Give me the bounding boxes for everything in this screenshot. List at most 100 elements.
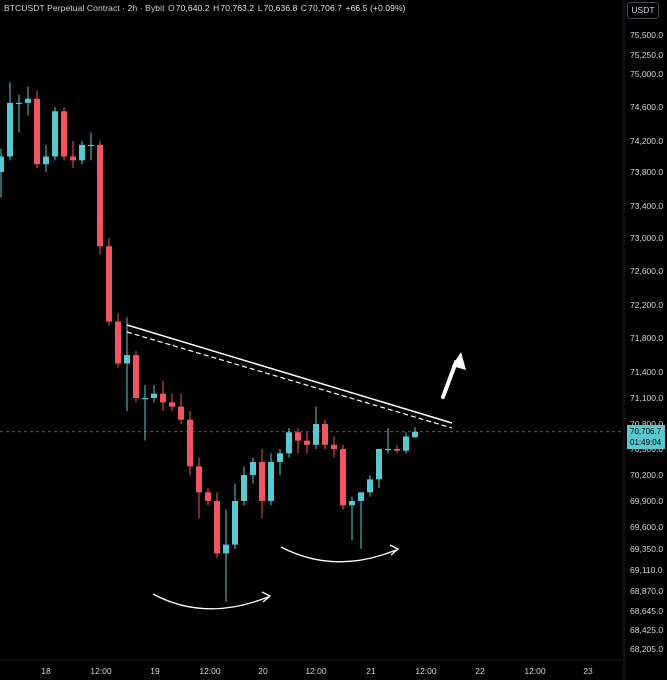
candle-body [358, 492, 364, 501]
candle-body [7, 102, 13, 157]
candle [70, 141, 76, 169]
candle [250, 457, 256, 484]
candle-body [0, 156, 4, 172]
time-tick-label: 23 [583, 666, 593, 676]
candle [133, 350, 139, 403]
candle-body [250, 462, 256, 475]
candle [169, 393, 175, 411]
candle-body [160, 393, 166, 403]
low-value: 70,636.8 [263, 3, 298, 13]
price-tick-label: 73,400.0 [630, 201, 663, 211]
candle-body [277, 453, 283, 462]
candle-body [214, 501, 220, 554]
candle [268, 453, 274, 506]
candles [0, 82, 418, 602]
curve-arrow-left-icon [152, 593, 269, 610]
candle-body [88, 144, 94, 147]
high-value: 70,763.2 [220, 3, 255, 13]
candle [7, 82, 13, 161]
candle [0, 148, 4, 198]
price-tick-label: 70,800.0 [630, 419, 663, 429]
curve-arrowhead-right [389, 544, 400, 556]
annotations [126, 324, 466, 610]
candle-body [259, 462, 265, 501]
close-label: C [300, 3, 308, 13]
price-tick-label: 74,200.0 [630, 136, 663, 146]
candle-body [304, 440, 310, 445]
candle-body [268, 462, 274, 501]
candle-body [187, 419, 193, 467]
candle [394, 444, 400, 454]
candle [79, 141, 85, 165]
candle-body [151, 393, 157, 398]
price-tick-label: 72,600.0 [630, 266, 663, 276]
price-tick-label: 69,900.0 [630, 496, 663, 506]
low-label: L [257, 3, 263, 13]
candle [367, 475, 373, 497]
price-tick-label: 73,000.0 [630, 233, 663, 243]
price-tick-label: 68,870.0 [630, 586, 663, 596]
candle [295, 428, 301, 454]
candle-body [124, 355, 130, 364]
candle [160, 380, 166, 411]
time-tick-label: 12:00 [524, 666, 546, 676]
candle-body [133, 355, 139, 398]
price-tick-label: 74,600.0 [630, 102, 663, 112]
last-price-value: 70,706.7 [630, 426, 662, 436]
price-axis: 75,500.0 75,250.0 75,000.0 74,600.0 74,200.0… [630, 30, 663, 654]
candle-body [331, 444, 337, 449]
price-tick-label: 69,350.0 [630, 544, 663, 554]
price-tick-label: 75,000.0 [630, 69, 663, 79]
price-tick-label: 71,100.0 [630, 393, 663, 403]
candle [313, 406, 319, 449]
high-label: H [213, 3, 220, 13]
candle [232, 483, 238, 549]
candle [151, 385, 157, 403]
candle [97, 141, 103, 255]
candle [259, 449, 265, 519]
price-tick-label: 73,800.0 [630, 167, 663, 177]
candle-body [349, 501, 355, 506]
time-tick-label: 21 [366, 666, 376, 676]
candle-body [70, 156, 76, 161]
price-tick-label: 68,205.0 [630, 644, 663, 654]
candle [214, 492, 220, 558]
candle-body [142, 398, 148, 400]
symbol-legend: BTCUSDT Perpetual Contract · 2h · Bybit … [4, 3, 407, 13]
candle [52, 107, 58, 161]
candle-body [376, 449, 382, 480]
currency-button[interactable]: USDT [627, 2, 659, 19]
candle [286, 428, 292, 458]
candle [277, 449, 283, 475]
candle [385, 428, 391, 454]
candle [322, 419, 328, 449]
candle [376, 449, 382, 488]
time-tick-label: 12:00 [305, 666, 327, 676]
candle-body [196, 466, 202, 493]
candle-body [34, 98, 40, 165]
candle-body [97, 144, 103, 247]
candle [412, 427, 418, 438]
candle-body [16, 102, 22, 105]
candle [106, 238, 112, 326]
candle-body [340, 449, 346, 506]
time-tick-label: 18 [41, 666, 51, 676]
candle-body [25, 98, 31, 103]
candle [61, 107, 67, 161]
curve-arrow-right-icon [280, 546, 397, 563]
candle [331, 436, 337, 458]
candle [34, 90, 40, 169]
candle [43, 144, 49, 172]
candle-body [52, 111, 58, 157]
price-tick-label: 72,200.0 [630, 300, 663, 310]
candle-body [241, 475, 247, 501]
close-value: 70,706.7 [308, 3, 343, 13]
candle [304, 432, 310, 454]
price-tick-label: 75,500.0 [630, 30, 663, 40]
candle [403, 432, 409, 454]
time-tick-label: 12:00 [90, 666, 112, 676]
candle [241, 466, 247, 506]
candle-body [106, 246, 112, 322]
candle-body [79, 144, 85, 161]
